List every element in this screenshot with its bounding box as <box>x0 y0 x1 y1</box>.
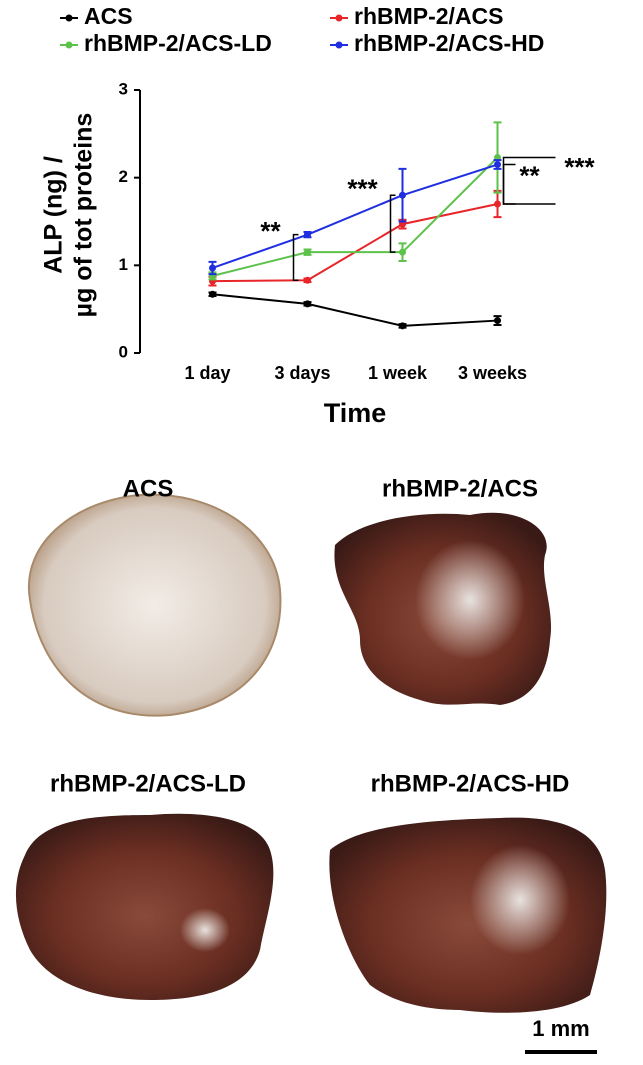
image-panels: 1 mm ACS rhBMP-2/ACS rhBMP-2/ACS-LD rhBMP-2… <box>15 475 607 1054</box>
data-point <box>304 248 311 256</box>
data-point <box>399 191 406 199</box>
legend-label: rhBMP-2/ACS-HD <box>354 30 544 56</box>
data-point <box>399 248 406 256</box>
bmp-acs-image-light <box>415 540 525 660</box>
panel-title: rhBMP-2/ACS-LD <box>50 770 246 797</box>
series-line <box>212 156 499 277</box>
legend-marker <box>335 41 343 49</box>
significance-bracket <box>292 233 299 281</box>
significance-label: *** <box>564 152 595 182</box>
significance-label: ** <box>260 216 281 246</box>
panel-title: rhBMP-2/ACS <box>382 475 538 502</box>
x-tick-label: 1 day <box>184 363 230 383</box>
bmp-acs-ld-image-light <box>180 908 230 952</box>
x-tick-label: 3 weeks <box>458 363 527 383</box>
data-point <box>494 317 501 325</box>
significance-label: *** <box>347 174 378 204</box>
panel-title: ACS <box>123 475 174 502</box>
data-point <box>399 322 406 330</box>
y-tick-label: 3 <box>119 79 128 98</box>
y-axis-label: ALP (ng) / <box>40 156 68 274</box>
legend-marker <box>65 14 73 22</box>
legend-label: rhBMP-2/ACS <box>354 3 504 29</box>
significance-bracket <box>502 156 556 205</box>
y-tick-label: 0 <box>119 342 128 361</box>
x-axis-label: Time <box>324 398 387 428</box>
panel-title: rhBMP-2/ACS-HD <box>371 770 570 797</box>
significance-bracket <box>389 194 396 253</box>
y-tick-label: 1 <box>119 255 128 274</box>
acs-image <box>27 493 282 717</box>
x-tick-label: 1 week <box>368 363 428 383</box>
bmp-acs-ld-image <box>15 813 274 1000</box>
legend-marker <box>335 14 343 22</box>
bmp-acs-hd-image-light <box>470 845 570 955</box>
data-point <box>494 200 501 208</box>
data-point <box>209 264 216 272</box>
legend-label: ACS <box>84 3 133 29</box>
legend-label: rhBMP-2/ACS-LD <box>84 30 272 56</box>
data-point <box>304 276 311 284</box>
x-tick-label: 3 days <box>274 363 330 383</box>
data-point <box>304 300 311 308</box>
data-point <box>304 231 311 239</box>
y-tick-label: 2 <box>119 167 128 186</box>
significance-bracket <box>502 163 516 205</box>
scale-bar-label: 1 mm <box>532 1016 589 1041</box>
chart: 0 1 2 3 1 day 3 days 1 week 3 weeks Time ALP (ng)… <box>40 3 596 428</box>
data-point <box>494 161 501 169</box>
y-axis-label: µg of tot proteins <box>70 113 98 318</box>
significance-label: ** <box>519 161 540 191</box>
series-line <box>212 293 498 327</box>
series-line <box>212 163 498 269</box>
data-point <box>209 290 216 298</box>
legend-marker <box>65 41 73 49</box>
